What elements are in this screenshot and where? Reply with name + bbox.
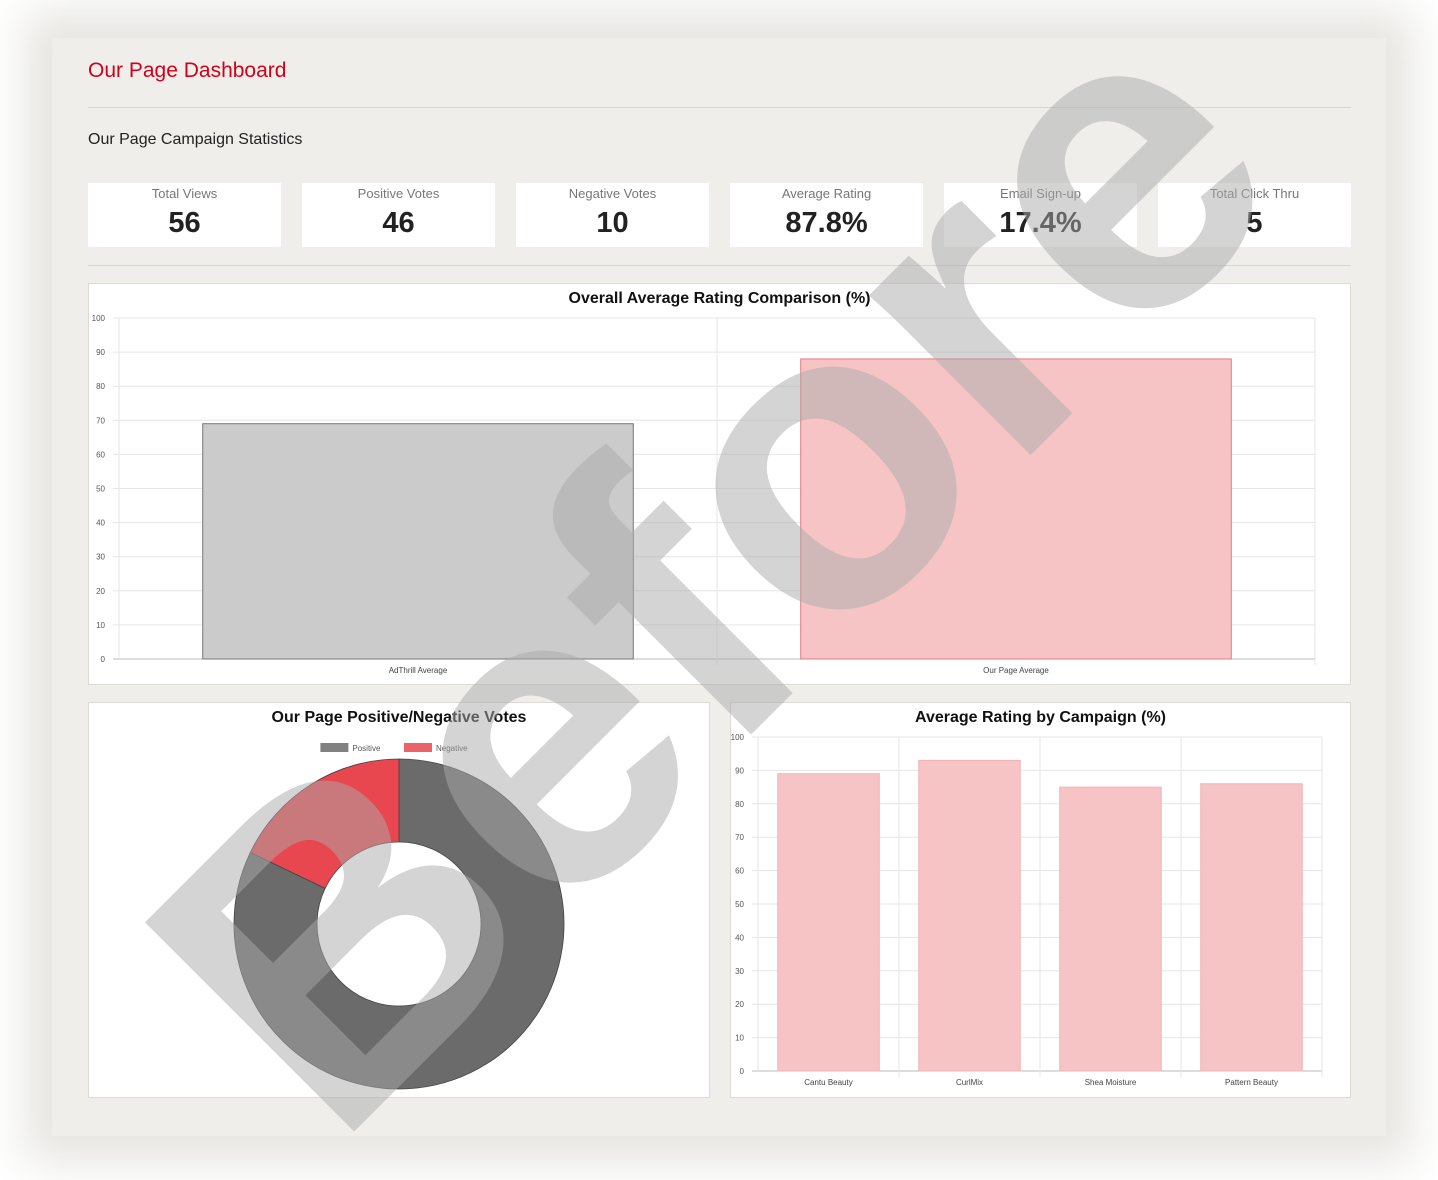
chart-title: Average Rating by Campaign (%) xyxy=(914,709,1166,726)
y-tick-label: 30 xyxy=(735,967,744,976)
stat-card-total-click-thru: Total Click Thru 5 xyxy=(1158,183,1351,247)
bar xyxy=(777,773,880,1072)
campaign-rating-chart: 0 10 20 30 40 50 60 70 80 90 100 Cantu Beauty CurlMi… xyxy=(731,733,1323,1087)
y-tick-label: 10 xyxy=(735,1034,744,1043)
stat-label: Negative Votes xyxy=(568,186,657,201)
votes-doughnut-chart: Positive Negative xyxy=(233,743,565,1090)
y-tick-label: 100 xyxy=(731,733,745,742)
stat-card-positive-votes: Positive Votes 46 xyxy=(302,183,495,247)
stat-value: 17.4% xyxy=(999,207,1082,239)
stat-value: 56 xyxy=(168,207,201,239)
doughnut-slice xyxy=(233,758,565,1090)
stat-card-total-views: Total Views 56 xyxy=(88,183,281,247)
stat-label: Email Sign-up xyxy=(1000,186,1081,201)
y-tick-label: 0 xyxy=(740,1067,745,1076)
stat-label: Total Click Thru xyxy=(1209,186,1300,201)
legend-label: Positive xyxy=(352,744,381,753)
y-tick-label: 20 xyxy=(96,587,105,596)
stat-value: 10 xyxy=(596,207,629,239)
stat-card-average-rating: Average Rating 87.8% xyxy=(730,183,923,247)
x-tick-label: Cantu Beauty xyxy=(804,1078,852,1087)
overall-rating-chart-card: Overall Average Rating Comparison (%) 0 1… xyxy=(88,283,1351,685)
y-tick-label: 30 xyxy=(96,553,105,562)
stat-value: 87.8% xyxy=(785,207,868,239)
bar xyxy=(918,759,1021,1072)
x-tick-label: CurlMix xyxy=(956,1078,983,1087)
bar xyxy=(800,358,1232,660)
bar xyxy=(202,423,634,660)
y-tick-label: 90 xyxy=(96,348,105,357)
y-tick-label: 80 xyxy=(96,382,105,391)
stat-value: 5 xyxy=(1246,207,1263,239)
stat-label: Average Rating xyxy=(781,186,872,201)
y-tick-label: 80 xyxy=(735,800,744,809)
header-divider xyxy=(88,107,1351,108)
y-tick-label: 60 xyxy=(735,867,744,876)
chart-title: Overall Average Rating Comparison (%) xyxy=(568,290,871,307)
y-tick-label: 40 xyxy=(735,933,744,942)
y-tick-label: 20 xyxy=(735,1000,744,1009)
y-tick-label: 40 xyxy=(96,519,105,528)
y-tick-label: 60 xyxy=(96,450,105,459)
legend-label: Negative xyxy=(436,744,468,753)
y-tick-label: 0 xyxy=(101,655,106,664)
legend-swatch xyxy=(320,743,349,752)
doughnut-slice xyxy=(249,758,400,889)
stat-card-negative-votes: Negative Votes 10 xyxy=(516,183,709,247)
y-tick-label: 90 xyxy=(735,766,744,775)
stat-label: Positive Votes xyxy=(357,186,440,201)
y-tick-label: 70 xyxy=(735,833,744,842)
chart-title: Our Page Positive/Negative Votes xyxy=(271,709,527,726)
x-tick-label: Our Page Average xyxy=(983,666,1049,675)
y-tick-label: 100 xyxy=(92,314,106,323)
y-tick-label: 50 xyxy=(735,900,744,909)
votes-chart-card: Our Page Positive/Negative Votes Positiv… xyxy=(88,702,710,1098)
campaign-rating-chart-card: Average Rating by Campaign (%) 0 10 20 30 40… xyxy=(730,702,1351,1098)
y-tick-label: 50 xyxy=(96,485,105,494)
stat-card-email-signup: Email Sign-up 17.4% xyxy=(944,183,1137,247)
stat-label: Total Views xyxy=(151,186,218,201)
stat-value: 46 xyxy=(382,207,415,239)
y-tick-label: 10 xyxy=(96,621,105,630)
overall-rating-chart: 0 10 20 30 40 50 60 70 80 90 100 AdThrill Average Ou… xyxy=(92,314,1316,675)
y-tick-label: 70 xyxy=(96,416,105,425)
page-title: Our Page Dashboard xyxy=(88,59,287,82)
section-title: Our Page Campaign Statistics xyxy=(88,131,303,148)
x-tick-label: AdThrill Average xyxy=(389,666,448,675)
legend-swatch xyxy=(404,743,432,752)
x-tick-label: Pattern Beauty xyxy=(1225,1078,1278,1087)
stats-divider xyxy=(88,265,1351,266)
bar xyxy=(1200,783,1303,1072)
bar xyxy=(1059,786,1162,1072)
x-tick-label: Shea Moisture xyxy=(1085,1078,1137,1087)
